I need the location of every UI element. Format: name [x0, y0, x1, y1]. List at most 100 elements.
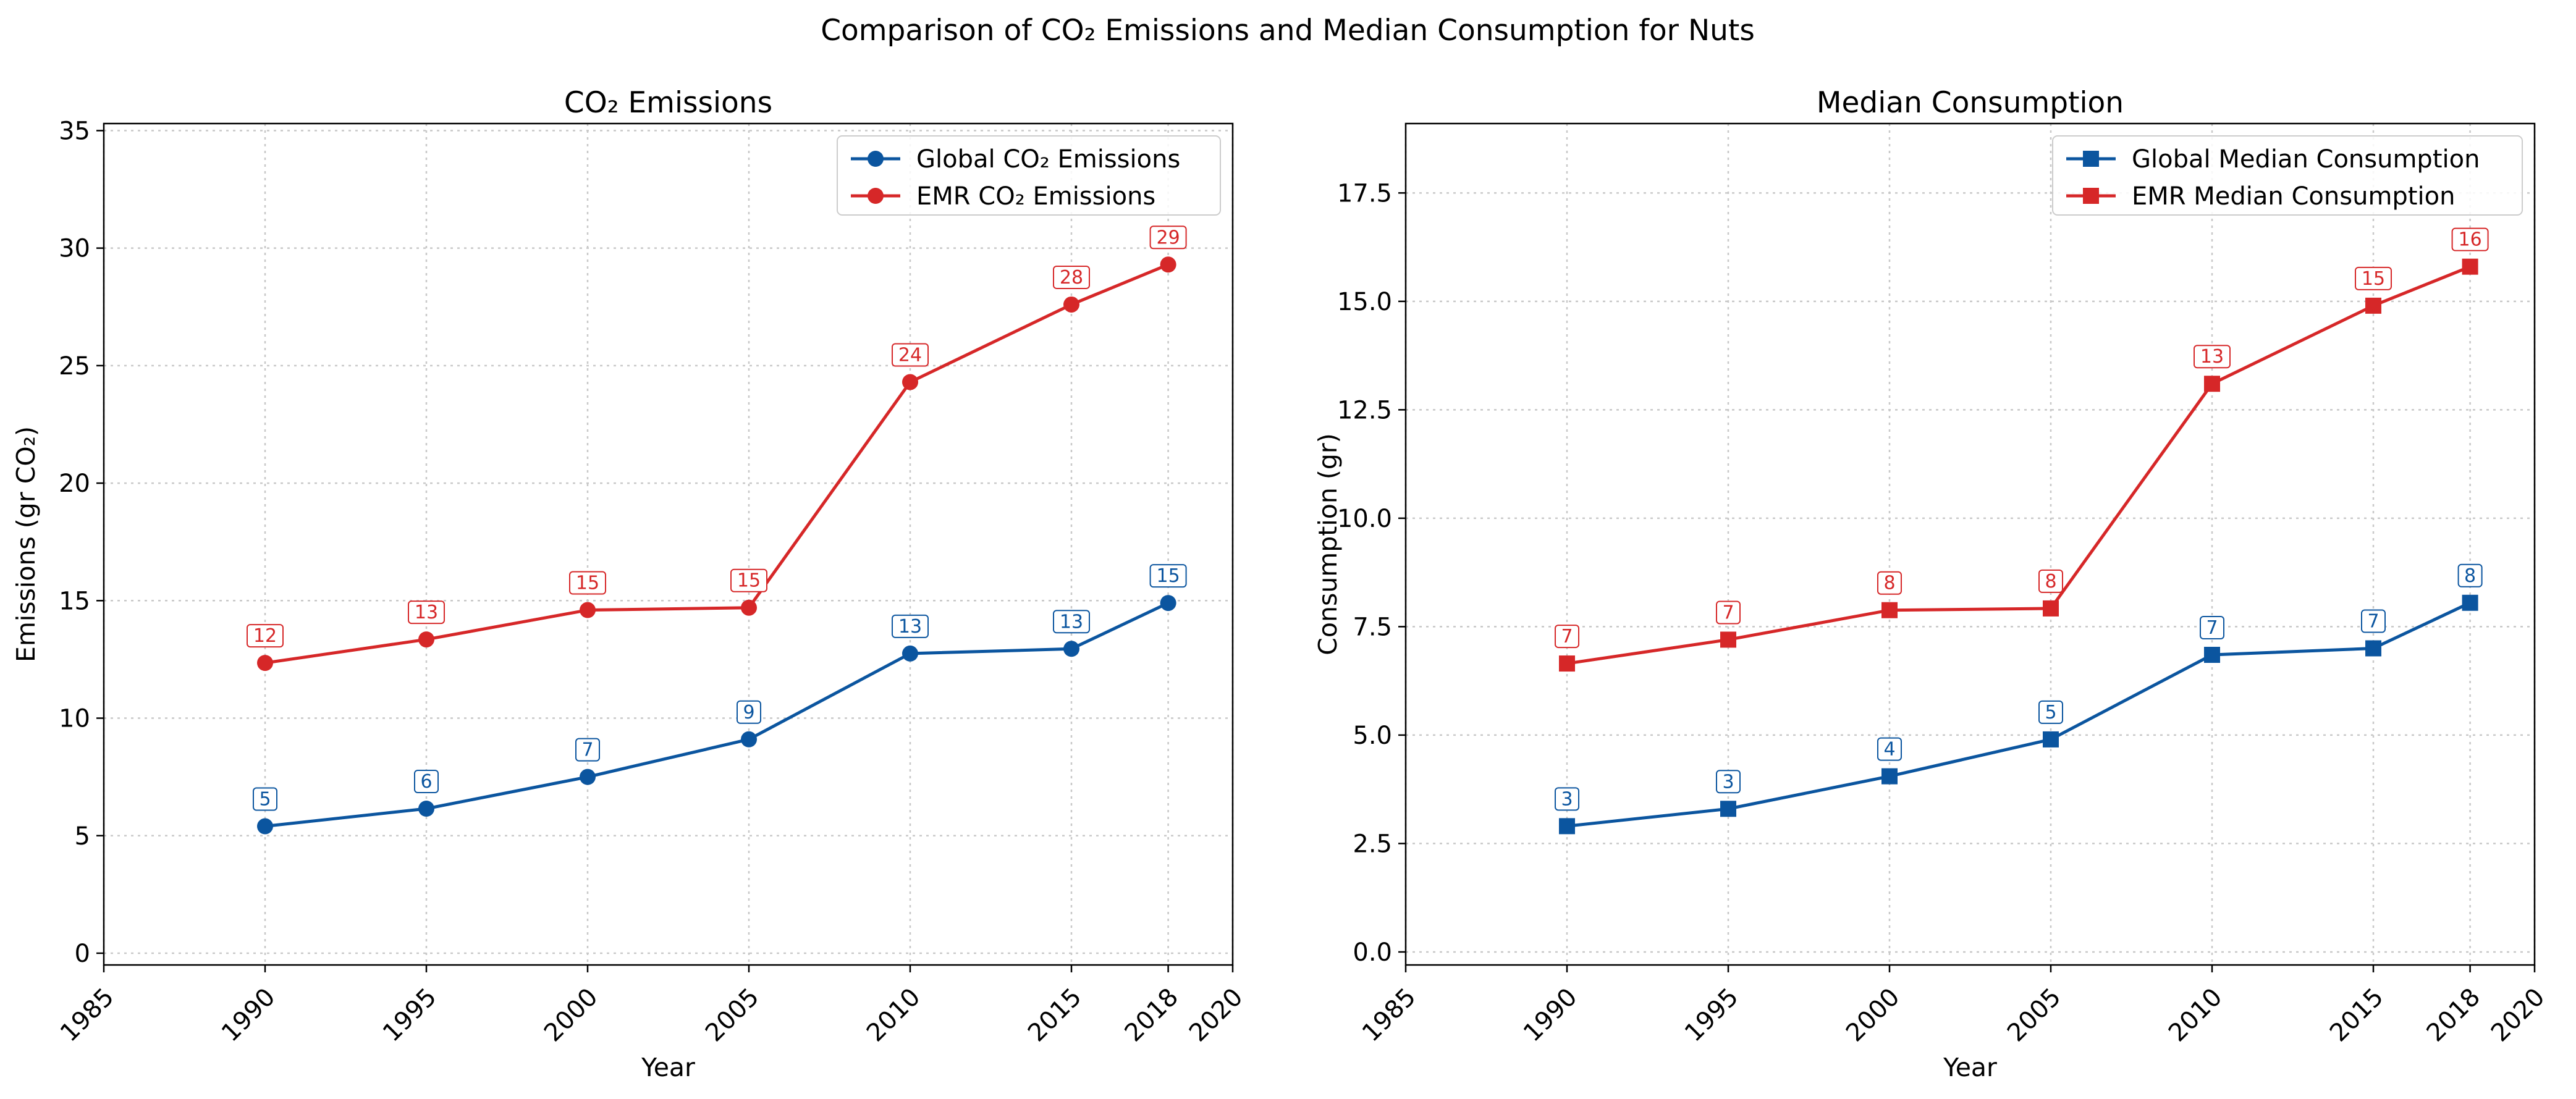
data-label-emr: 15	[737, 570, 761, 592]
data-label-global: 7	[2206, 617, 2218, 639]
data-label-global: 15	[1157, 565, 1180, 587]
data-label-global: 5	[259, 789, 271, 811]
y-tick-label: 5.0	[1353, 722, 1392, 750]
data-point-emr	[2462, 258, 2478, 275]
data-label-box-emr	[2355, 266, 2392, 290]
legend-label-emr: EMR Median Consumption	[2132, 182, 2455, 211]
data-label-box-global	[2457, 563, 2483, 587]
data-point-global	[2204, 647, 2220, 663]
data-point-global	[2365, 640, 2381, 657]
data-label-box-global	[2361, 609, 2386, 633]
data-point-global	[902, 645, 918, 662]
x-axis-label: Year	[1943, 1053, 1997, 1082]
data-label-box-emr	[1149, 225, 1187, 250]
legend-marker-global	[868, 151, 884, 167]
data-label-emr: 8	[2045, 571, 2056, 592]
y-tick-label: 15	[59, 587, 90, 615]
data-point-emr	[2365, 297, 2381, 314]
data-point-emr	[1160, 256, 1176, 273]
data-point-emr	[580, 602, 596, 618]
data-label-global: 3	[1561, 788, 1573, 810]
y-tick-label: 7.5	[1353, 613, 1392, 641]
data-label-box-emr	[730, 568, 767, 592]
data-point-global	[1160, 595, 1176, 612]
y-tick-label: 30	[59, 235, 90, 263]
data-label-box-emr	[2194, 345, 2231, 369]
legend-marker-emr	[868, 188, 884, 204]
y-tick-label: 25	[59, 352, 90, 381]
data-point-global	[1559, 818, 1575, 835]
data-label-emr: 8	[1883, 573, 1895, 594]
plot-frame	[1404, 122, 2536, 966]
data-label-box-global	[2200, 616, 2224, 640]
data-label-box-emr	[2038, 569, 2063, 593]
data-label-box-emr	[1877, 571, 1902, 595]
data-label-global: 7	[2367, 610, 2379, 632]
data-point-global	[1720, 801, 1736, 817]
data-point-emr	[1063, 296, 1079, 313]
legend-label-global: Global CO₂ Emissions	[916, 145, 1180, 174]
y-tick-label: 15.0	[1337, 288, 1392, 316]
data-label-box-global	[1053, 610, 1090, 634]
x-axis-label: Year	[641, 1053, 695, 1082]
data-point-emr	[418, 631, 434, 648]
data-label-global: 7	[581, 739, 593, 761]
data-label-box-global	[253, 787, 277, 811]
data-point-global	[2043, 731, 2059, 747]
y-tick-label: 10.0	[1337, 505, 1392, 533]
data-point-emr	[2043, 600, 2059, 617]
data-label-box-global	[892, 614, 929, 638]
data-label-emr: 15	[576, 573, 599, 594]
y-axis-label: Consumption (gr)	[1313, 433, 1343, 655]
data-point-emr	[1881, 602, 1898, 618]
data-label-box-emr	[408, 600, 445, 625]
data-label-emr: 12	[253, 625, 277, 647]
data-point-global	[1063, 641, 1079, 657]
data-label-box-global	[1149, 564, 1187, 588]
data-label-global: 3	[1722, 771, 1734, 793]
data-label-box-global	[1877, 737, 1902, 761]
data-label-emr: 24	[898, 344, 922, 366]
data-label-global: 8	[2464, 565, 2476, 587]
data-point-global	[418, 801, 434, 817]
y-tick-label: 35	[59, 117, 90, 145]
data-point-global	[257, 818, 273, 835]
data-label-box-global	[2038, 700, 2063, 724]
data-label-box-emr	[2451, 227, 2489, 251]
y-tick-label: 0.0	[1353, 938, 1392, 967]
data-point-emr	[902, 374, 918, 390]
data-label-box-emr	[1053, 265, 1090, 289]
y-tick-label: 17.5	[1337, 179, 1392, 208]
legend-box	[837, 135, 1221, 216]
data-label-emr: 28	[1060, 267, 1083, 288]
data-label-box-emr	[892, 343, 929, 367]
data-label-emr: 16	[2459, 229, 2482, 251]
data-label-box-global	[575, 738, 600, 762]
data-label-global: 4	[1883, 739, 1895, 760]
y-tick-label: 2.5	[1353, 830, 1392, 858]
data-label-box-global	[1555, 787, 1579, 811]
data-label-box-emr	[1716, 600, 1741, 625]
legend-label-emr: EMR CO₂ Emissions	[916, 182, 1155, 211]
data-label-emr: 7	[1561, 626, 1573, 647]
y-tick-label: 10	[59, 705, 90, 733]
legend-marker-global	[2083, 151, 2099, 167]
y-axis-label: Emissions (gr CO₂)	[11, 426, 41, 662]
y-tick-label: 20	[59, 469, 90, 498]
data-label-emr: 7	[1722, 602, 1734, 623]
data-label-global: 9	[743, 702, 754, 723]
axes-title: Median Consumption	[1817, 86, 2124, 120]
y-tick-label: 0	[75, 940, 90, 968]
y-tick-label: 5	[75, 822, 90, 851]
data-point-emr	[1720, 631, 1736, 648]
data-point-emr	[1559, 655, 1575, 672]
data-point-global	[741, 731, 757, 747]
data-label-emr: 29	[1157, 227, 1180, 248]
data-point-emr	[2204, 376, 2220, 392]
data-label-box-global	[414, 770, 439, 794]
data-label-global: 5	[2045, 702, 2056, 723]
figure-title: Comparison of CO₂ Emissions and Median C…	[821, 14, 1755, 48]
data-label-emr: 13	[2200, 346, 2224, 368]
data-label-box-global	[1716, 770, 1741, 794]
data-label-global: 6	[420, 771, 432, 793]
